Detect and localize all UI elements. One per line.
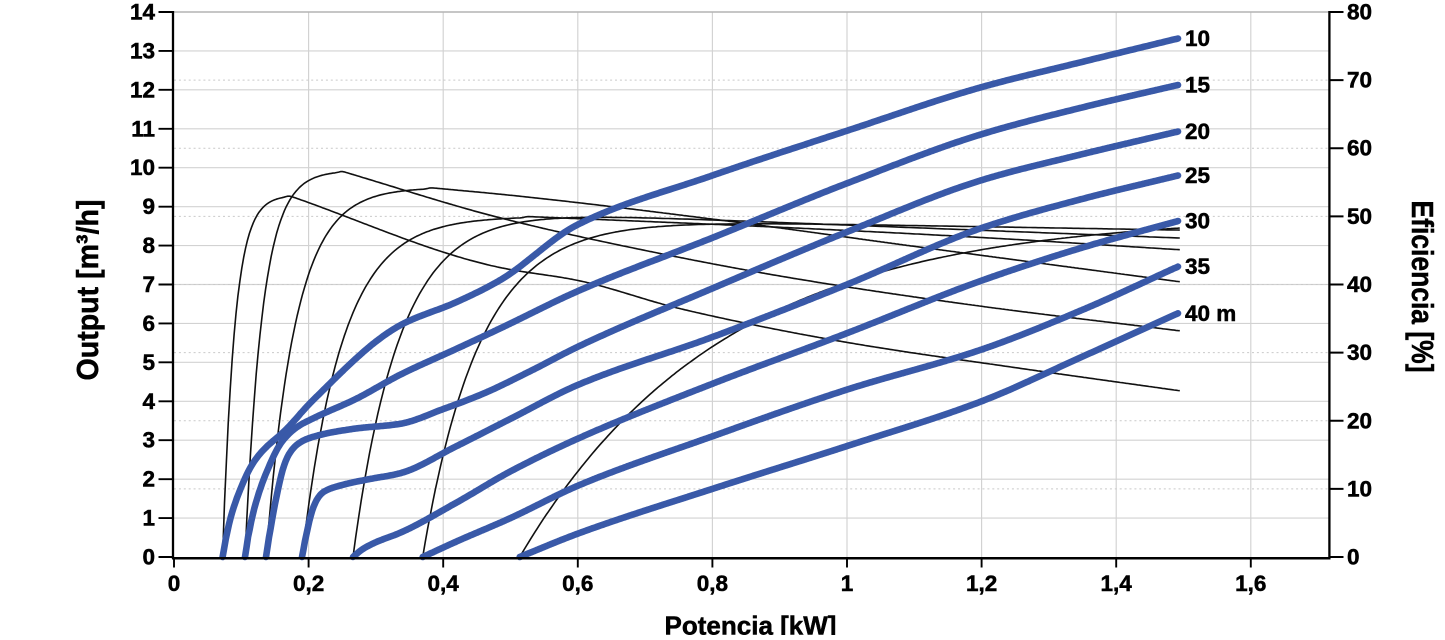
svg-text:8: 8: [142, 233, 155, 258]
svg-text:50: 50: [1347, 204, 1372, 229]
svg-text:13: 13: [130, 38, 155, 63]
svg-text:1: 1: [841, 571, 854, 596]
svg-text:0: 0: [142, 545, 155, 570]
svg-text:10: 10: [130, 155, 155, 180]
svg-text:4: 4: [142, 389, 155, 414]
svg-text:70: 70: [1347, 68, 1372, 93]
svg-text:7: 7: [142, 272, 155, 297]
svg-text:40 m: 40 m: [1185, 301, 1236, 326]
svg-text:15: 15: [1185, 73, 1210, 98]
svg-text:5: 5: [142, 350, 155, 375]
svg-text:1,2: 1,2: [966, 571, 997, 596]
svg-text:20: 20: [1347, 408, 1372, 433]
svg-text:11: 11: [131, 116, 155, 141]
svg-text:25: 25: [1185, 163, 1210, 188]
svg-text:1,6: 1,6: [1235, 571, 1266, 596]
svg-text:10: 10: [1185, 26, 1210, 51]
svg-text:14: 14: [130, 0, 156, 25]
svg-text:Output [m³/h]: Output [m³/h]: [70, 200, 105, 381]
svg-text:0,4: 0,4: [428, 571, 460, 596]
svg-text:0,6: 0,6: [562, 571, 593, 596]
svg-text:20: 20: [1185, 119, 1210, 144]
svg-text:9: 9: [142, 194, 155, 219]
svg-text:40: 40: [1347, 272, 1372, 297]
svg-text:1: 1: [142, 506, 155, 531]
svg-text:Potencia [kW]: Potencia [kW]: [665, 611, 837, 636]
svg-text:Eficiencia [%]: Eficiencia [%]: [1405, 201, 1440, 373]
svg-text:3: 3: [142, 428, 155, 453]
svg-text:30: 30: [1185, 209, 1210, 234]
svg-text:35: 35: [1185, 254, 1210, 279]
svg-text:0,2: 0,2: [293, 571, 324, 596]
svg-text:30: 30: [1347, 340, 1372, 365]
svg-text:60: 60: [1347, 136, 1372, 161]
svg-text:0: 0: [168, 571, 181, 596]
svg-text:1,4: 1,4: [1101, 571, 1133, 596]
svg-text:80: 80: [1347, 0, 1372, 25]
svg-text:0,8: 0,8: [697, 571, 728, 596]
svg-text:0: 0: [1347, 545, 1360, 570]
svg-text:6: 6: [142, 311, 155, 336]
svg-text:2: 2: [142, 467, 155, 492]
svg-text:10: 10: [1347, 476, 1372, 501]
svg-text:12: 12: [130, 77, 155, 102]
